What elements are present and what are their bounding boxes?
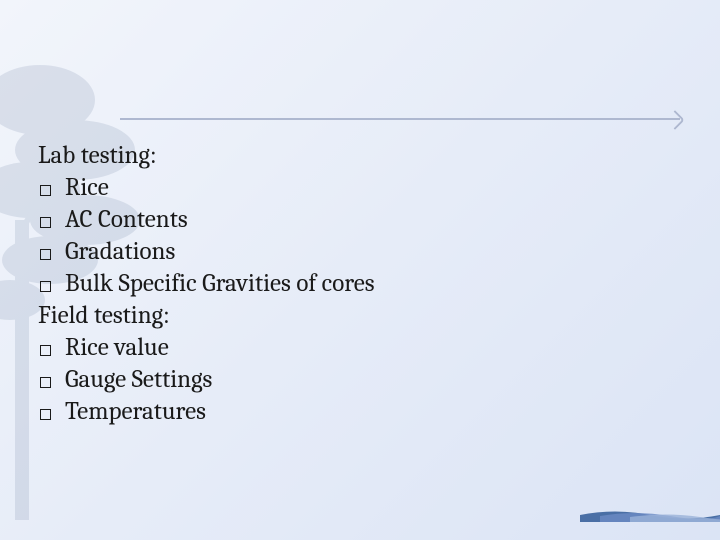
- checkbox-bullet-icon: [40, 217, 51, 228]
- list-item: Bulk Specific Gravities of cores: [38, 268, 680, 300]
- checkbox-bullet-icon: [40, 345, 51, 356]
- footer-accent: [580, 508, 720, 522]
- checkbox-bullet-icon: [40, 377, 51, 388]
- checkbox-bullet-icon: [40, 185, 51, 196]
- section-heading: Lab testing:: [38, 140, 680, 172]
- list-item-label: Temperatures: [65, 396, 206, 428]
- list-item: Rice value: [38, 332, 680, 364]
- list-item-label: AC Contents: [65, 204, 188, 236]
- list-item: Temperatures: [38, 396, 680, 428]
- list-item-label: Rice: [65, 172, 109, 204]
- slide: Lab testing: Rice AC Contents Gradations…: [0, 0, 720, 540]
- list-item-label: Gauge Settings: [65, 364, 212, 396]
- list-item: AC Contents: [38, 204, 680, 236]
- list-item-label: Rice value: [65, 332, 169, 364]
- title-rule: [120, 118, 680, 120]
- checkbox-bullet-icon: [40, 281, 51, 292]
- checkbox-bullet-icon: [40, 409, 51, 420]
- list-item: Gradations: [38, 236, 680, 268]
- list-item-label: Gradations: [65, 236, 175, 268]
- content-area: Lab testing: Rice AC Contents Gradations…: [38, 140, 680, 428]
- section-heading: Field testing:: [38, 300, 680, 332]
- list-item: Rice: [38, 172, 680, 204]
- list-item-label: Bulk Specific Gravities of cores: [65, 268, 375, 300]
- list-item: Gauge Settings: [38, 364, 680, 396]
- checkbox-bullet-icon: [40, 249, 51, 260]
